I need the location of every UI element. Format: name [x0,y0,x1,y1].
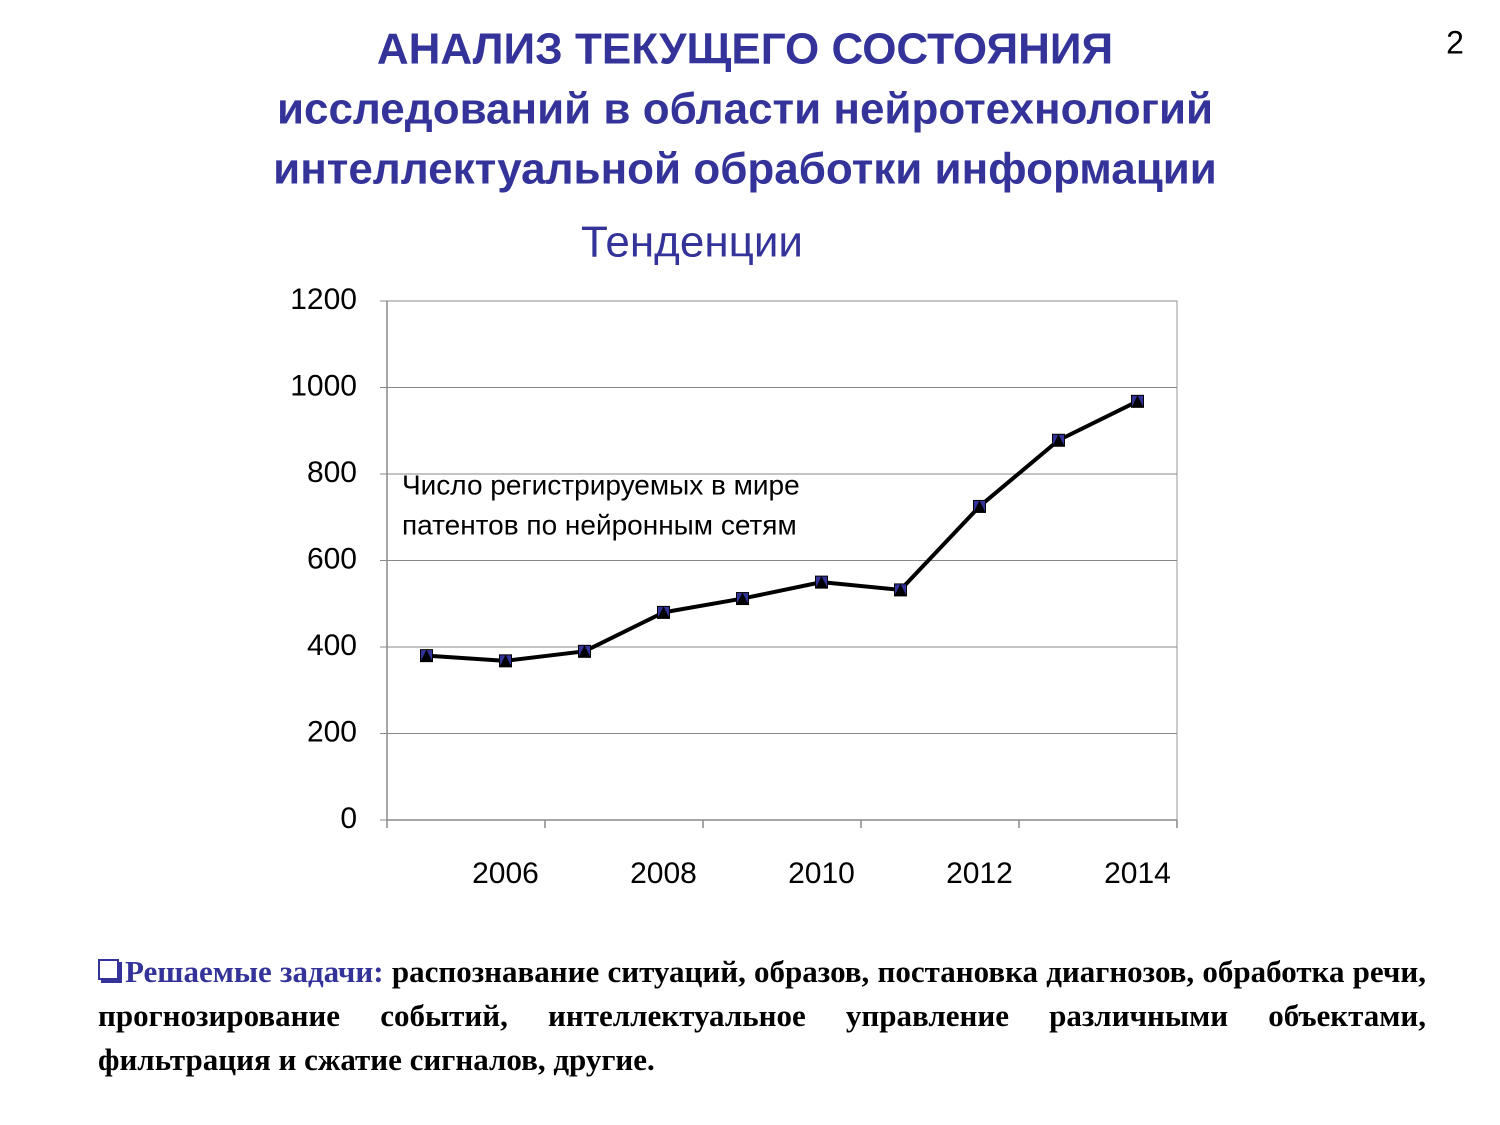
y-tick-label: 200 [307,715,357,748]
marker-triangle [578,645,591,658]
y-tick-label: 1200 [290,283,357,316]
tasks-text: распознавание ситуаций, образов, постано… [98,954,1426,1077]
marker-triangle [736,592,749,605]
tasks: Решаемые задачи: распознавание ситуаций,… [98,950,1426,1082]
marker-triangle [1131,395,1144,408]
chart-title: Тенденции [581,218,803,267]
title-line: АНАЛИЗ ТЕКУЩЕГО СОСТОЯНИЯ [377,25,1113,74]
marker [1052,433,1065,447]
y-tick-label: 1000 [290,369,357,402]
marker-triangle [815,576,828,589]
x-tick-label: 2008 [630,857,697,890]
x-tick-label: 2014 [1104,857,1171,890]
y-tick-label: 800 [307,456,357,489]
marker [815,575,828,589]
annotation: Число регистрируемых в мире [402,469,800,500]
title-line: исследований в области нейротехнологий [277,85,1213,134]
bullet [98,959,119,980]
marker [578,644,591,658]
marker-triangle [499,654,512,667]
y-tick-label: 400 [307,629,357,662]
tasks-label: Решаемые задачи: [125,954,384,989]
data-line [426,399,1139,663]
annotation: патентов по нейронным сетям [402,509,797,540]
marker [420,649,433,663]
marker-triangle [1052,434,1065,447]
marker [499,654,512,668]
x-tick-label: 2012 [946,857,1013,890]
y-tick-label: 600 [307,542,357,575]
marker [736,592,749,606]
slide: АНАЛИЗ ТЕКУЩЕГО СОСТОЯНИЯ исследований в… [273,24,1464,890]
marker [973,499,986,513]
marker-triangle [973,500,986,513]
page-number: 2 [1446,24,1464,60]
x-tick-label: 2010 [788,857,855,890]
marker [894,583,907,597]
header: АНАЛИЗ ТЕКУЩЕГО СОСТОЯНИЯ исследований в… [273,25,1217,194]
marker [657,605,670,619]
x-tick-label: 2006 [472,857,539,890]
marker-triangle [657,606,670,619]
y-tick-label: 0 [340,802,357,835]
title-line: интеллектуальной обработки информации [273,145,1217,194]
marker-triangle [420,649,433,662]
marker [1131,394,1144,408]
marker-triangle [894,583,907,596]
